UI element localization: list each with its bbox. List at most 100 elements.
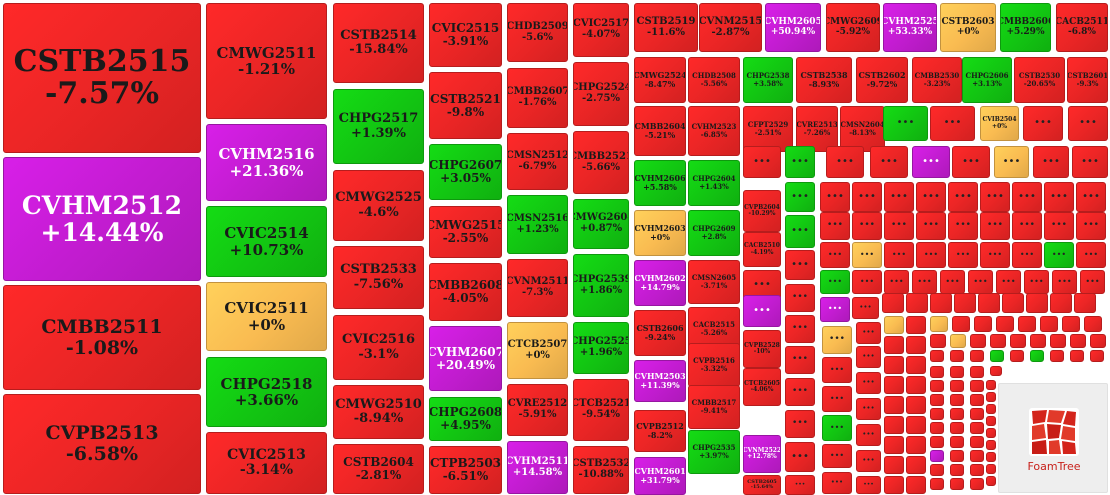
treemap-tile-collapsed[interactable] — [906, 456, 926, 474]
treemap-tile[interactable]: CMBB2604 -5.21% — [634, 106, 686, 156]
treemap-tile-collapsed[interactable] — [950, 380, 964, 392]
treemap-tile-collapsed[interactable] — [978, 293, 1000, 313]
treemap-tile[interactable]: CSTB2602 -9.72% — [856, 57, 908, 103]
treemap-tile-collapsed[interactable] — [906, 436, 926, 454]
treemap-tile-collapsed[interactable] — [906, 336, 926, 354]
treemap-tile[interactable]: CTCB2507 +0% — [507, 322, 568, 379]
treemap-tile[interactable]: CHPG2525 +1.96% — [573, 322, 629, 374]
treemap-tile-collapsed[interactable]: ••• — [856, 398, 881, 420]
treemap-tile-collapsed[interactable] — [986, 380, 996, 390]
treemap-tile-collapsed[interactable] — [930, 350, 944, 362]
treemap-tile-collapsed[interactable]: ••• — [948, 242, 978, 268]
treemap-tile-collapsed[interactable] — [906, 476, 926, 494]
treemap-tile-collapsed[interactable] — [950, 366, 964, 378]
treemap-tile-collapsed[interactable]: ••• — [1080, 270, 1105, 294]
treemap-tile-collapsed[interactable]: ••• — [996, 270, 1021, 294]
treemap-tile-collapsed[interactable]: ••• — [912, 270, 937, 294]
treemap-tile-collapsed[interactable]: ••• — [980, 212, 1010, 240]
treemap-tile-collapsed[interactable] — [1070, 350, 1084, 362]
treemap-tile-collapsed[interactable] — [990, 334, 1006, 348]
treemap-tile-collapsed[interactable]: ••• — [822, 357, 852, 383]
treemap-tile-collapsed[interactable] — [986, 452, 996, 462]
treemap-tile-collapsed[interactable] — [930, 293, 952, 313]
treemap-tile-collapsed[interactable] — [906, 316, 926, 334]
treemap-tile-collapsed[interactable] — [970, 450, 984, 462]
treemap-tile[interactable]: CHPG2538 +3.58% — [743, 57, 793, 103]
treemap-tile-collapsed[interactable]: ••• — [785, 215, 815, 248]
treemap-tile-collapsed[interactable]: ••• — [884, 270, 909, 294]
treemap-tile[interactable]: CHPG2518 +3.66% — [206, 357, 327, 427]
treemap-tile[interactable]: CSTB2514 -15.84% — [333, 3, 424, 83]
treemap-tile-collapsed[interactable] — [906, 396, 926, 414]
treemap-tile-collapsed[interactable] — [930, 334, 946, 348]
treemap-tile-collapsed[interactable]: ••• — [785, 378, 815, 406]
treemap-tile-collapsed[interactable]: ••• — [884, 182, 914, 212]
foamtree-logo[interactable]: FoamTree — [998, 383, 1108, 493]
treemap-tile-collapsed[interactable]: ••• — [852, 270, 882, 294]
treemap-tile-collapsed[interactable]: ••• — [852, 212, 882, 240]
treemap-tile-collapsed[interactable] — [884, 456, 904, 474]
treemap-tile-collapsed[interactable] — [950, 350, 964, 362]
treemap-tile-collapsed[interactable]: ••• — [822, 415, 852, 441]
treemap-tile-collapsed[interactable] — [1002, 293, 1024, 313]
treemap-tile-collapsed[interactable] — [884, 476, 904, 494]
treemap-tile[interactable]: CVHM2503 +11.39% — [634, 360, 686, 402]
treemap-tile[interactable]: CVNM2511 -7.3% — [507, 259, 568, 317]
treemap-tile[interactable]: CMBB2521-5.66% — [573, 131, 629, 194]
treemap-tile-collapsed[interactable] — [950, 450, 964, 462]
treemap-tile[interactable]: CSTB2519 -11.6% — [634, 3, 698, 52]
treemap-tile-collapsed[interactable]: ••• — [822, 472, 852, 494]
treemap-tile-collapsed[interactable]: ••• — [994, 146, 1029, 178]
treemap-tile[interactable]: CVIC2517 -4.07% — [573, 3, 629, 57]
treemap-tile-collapsed[interactable] — [952, 316, 970, 332]
treemap-tile-collapsed[interactable] — [884, 416, 904, 434]
treemap-tile-collapsed[interactable] — [986, 404, 996, 414]
treemap-tile-collapsed[interactable] — [1074, 293, 1096, 313]
treemap-tile-collapsed[interactable] — [906, 293, 928, 313]
treemap-tile[interactable]: CHPG2535 +3.97% — [688, 430, 740, 474]
treemap-tile-collapsed[interactable]: ••• — [785, 182, 815, 212]
treemap-tile[interactable]: CMBB2511 -1.08% — [3, 285, 201, 390]
treemap-tile[interactable]: CHPG2539 +1.86% — [573, 254, 629, 317]
treemap-tile-collapsed[interactable] — [884, 396, 904, 414]
treemap-tile-collapsed[interactable] — [970, 464, 984, 476]
treemap-tile[interactable]: CVIC2515 -3.91% — [429, 3, 502, 67]
treemap-tile[interactable]: CSTB2532 -10.88% — [573, 446, 629, 494]
treemap-tile-collapsed[interactable]: ••• — [1076, 212, 1106, 240]
treemap-tile[interactable]: CVHM2606 +5.58% — [634, 160, 686, 206]
treemap-tile[interactable]: CMWG2524 -8.47% — [634, 57, 686, 103]
treemap-tile-collapsed[interactable]: ••• — [916, 212, 946, 240]
treemap-tile[interactable]: CVHM2602 +14.79% — [634, 260, 686, 306]
treemap-tile-collapsed[interactable]: ••• — [1076, 182, 1106, 212]
treemap-tile-collapsed[interactable] — [930, 464, 944, 476]
treemap-tile-collapsed[interactable]: ••• — [822, 326, 852, 354]
treemap-tile-collapsed[interactable] — [950, 408, 964, 420]
treemap-tile[interactable]: CTPB2503 -6.51% — [429, 446, 502, 494]
treemap-tile[interactable]: CSTB2604 -2.81% — [333, 444, 424, 494]
treemap-tile-collapsed[interactable]: ••• — [785, 346, 815, 374]
treemap-tile[interactable]: CVPB2516 -3.32% — [688, 343, 740, 387]
treemap-tile-collapsed[interactable]: ••• — [852, 182, 882, 212]
treemap-tile[interactable]: CMBB2607 -1.76% — [507, 68, 568, 128]
treemap-tile-collapsed[interactable] — [884, 356, 904, 374]
treemap-tile-collapsed[interactable] — [884, 436, 904, 454]
treemap-tile-collapsed[interactable] — [950, 422, 964, 434]
treemap-tile[interactable]: CSTB2538 -8.93% — [796, 57, 852, 103]
treemap-tile-collapsed[interactable] — [970, 366, 984, 378]
treemap-tile-collapsed[interactable] — [990, 366, 1002, 376]
treemap-tile-collapsed[interactable]: ••• — [785, 410, 815, 438]
treemap-tile[interactable]: CMSN2604 -8.13% — [840, 106, 885, 152]
treemap-tile-collapsed[interactable]: ••• — [948, 182, 978, 212]
treemap-tile-collapsed[interactable] — [986, 464, 996, 474]
treemap-tile[interactable]: CVPB2528 -10% — [743, 330, 781, 368]
treemap-tile-collapsed[interactable]: ••• — [1033, 146, 1069, 178]
treemap-tile-collapsed[interactable] — [970, 334, 986, 348]
treemap-tile[interactable]: CVIB2504 +0% — [980, 106, 1019, 141]
treemap-tile-collapsed[interactable] — [1010, 334, 1026, 348]
treemap-tile-collapsed[interactable]: ••• — [916, 242, 946, 268]
treemap-tile-collapsed[interactable] — [986, 440, 996, 450]
treemap-tile-collapsed[interactable] — [884, 336, 904, 354]
treemap-tile-collapsed[interactable]: ••• — [884, 242, 914, 268]
treemap-tile[interactable]: CACB2510 -4.19% — [743, 232, 781, 267]
treemap-tile-collapsed[interactable] — [1010, 350, 1024, 362]
